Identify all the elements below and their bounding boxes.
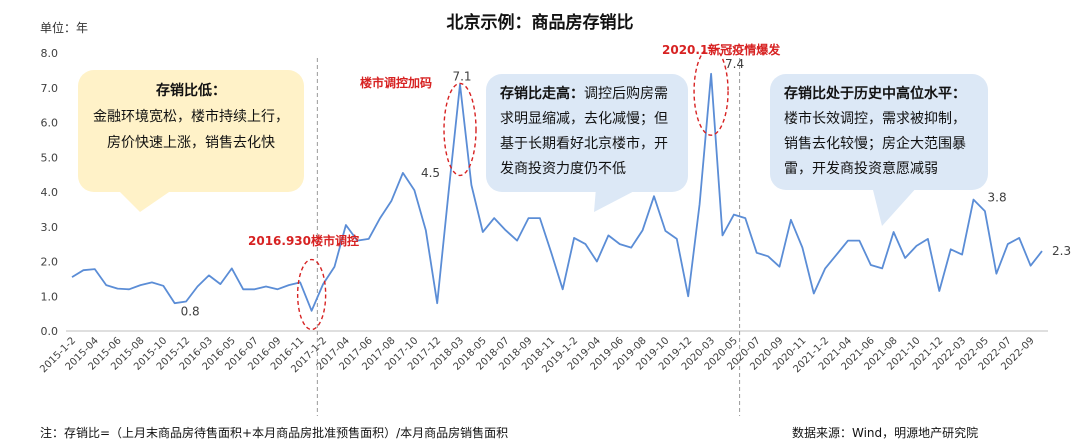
data-label: 0.8 [181, 304, 200, 318]
annotation-2016-policy: 2016.930楼市调控 [248, 234, 360, 248]
bubble-high-ratio-line: 雷，开发商投资意愿减弱 [784, 161, 938, 177]
annotation-2020-covid: 2020.1新冠疫情爆发 [662, 43, 781, 57]
y-tick-label: 5.0 [41, 151, 59, 164]
data-labels: 0.8 4.5 7.1 7.4 3.8 2.3 [181, 57, 1072, 319]
data-label: 3.8 [988, 191, 1007, 205]
y-tick-label: 0.0 [41, 325, 59, 338]
annotation-circles [296, 46, 729, 331]
bubble-low-ratio-line: 房价快速上涨，销售去化快 [107, 135, 275, 151]
y-tick-label: 7.0 [41, 82, 59, 95]
bubble-rising-ratio-line: 求明显缩减，去化减慢；但 [500, 111, 668, 127]
bubble-rising-ratio: 存销比走高：调控后购房需 求明显缩减，去化减慢；但 基于长期看好北京楼市，开 发… [486, 74, 688, 192]
footnote: 注：存销比=（上月末商品房待售面积+本月商品房批准预售面积）/本月商品房销售面积 [40, 426, 509, 440]
y-tick-label: 3.0 [41, 221, 59, 234]
x-axis: 2015-1-22015-042015-062015-082015-102015… [38, 330, 1048, 375]
y-tick-label: 4.0 [41, 186, 59, 199]
bubble-rising-ratio-line: 发商投资力度仍不低 [500, 161, 626, 177]
bubble-low-ratio: 存销比低： 金融环境宽松，楼市持续上行， 房价快速上涨，销售去化快 [78, 70, 304, 192]
chart-title: 北京示例：商品房存销比 [447, 12, 634, 33]
annotation-2017-tightening: 楼市调控加码 [360, 76, 433, 90]
y-axis: 0.0 1.0 2.0 3.0 4.0 5.0 6.0 7.0 8.0 [41, 47, 59, 338]
annotation-circle [443, 82, 477, 177]
data-label: 2.3 [1052, 244, 1071, 258]
bubble-rising-ratio-line: 基于长期看好北京楼市，开 [500, 136, 668, 152]
bubble-rising-ratio-heading: 存销比走高： [500, 86, 584, 102]
bubble-low-ratio-line: 金融环境宽松，楼市持续上行， [93, 109, 289, 125]
data-label: 4.5 [421, 166, 440, 180]
bubble-high-ratio-line: 销售去化较慢；房企大范围暴 [784, 136, 966, 152]
bubble-rising-ratio-heading-rest: 调控后购房需 [584, 86, 668, 102]
unit-label: 单位：年 [40, 20, 88, 35]
annotation-circle [693, 46, 729, 136]
data-label: 7.1 [452, 69, 471, 83]
annotation-circle [296, 258, 327, 331]
data-source: 数据来源：Wind，明源地产研究院 [792, 426, 979, 440]
series-line [71, 72, 1043, 312]
y-tick-label: 8.0 [41, 47, 59, 60]
bubble-high-ratio-heading: 存销比处于历史中高位水平： [784, 86, 966, 102]
data-label: 7.4 [725, 57, 744, 71]
bubble-high-ratio-line: 楼市长效调控，需求被抑制， [784, 111, 966, 127]
y-tick-label: 2.0 [41, 256, 59, 269]
bubble-low-ratio-heading: 存销比低： [156, 83, 226, 99]
y-tick-label: 1.0 [41, 290, 59, 303]
y-tick-label: 6.0 [41, 117, 59, 130]
series-lines [71, 72, 1043, 312]
bubble-high-ratio: 存销比处于历史中高位水平： 楼市长效调控，需求被抑制， 销售去化较慢；房企大范围… [770, 74, 988, 190]
period-dividers [316, 58, 741, 416]
